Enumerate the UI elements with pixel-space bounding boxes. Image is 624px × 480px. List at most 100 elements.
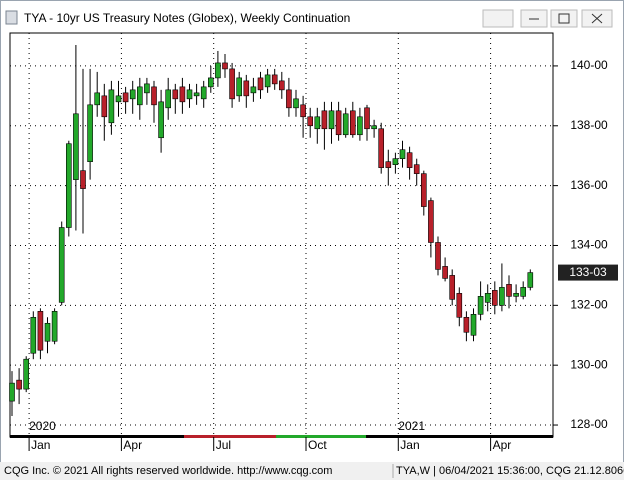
candle-body xyxy=(428,200,434,243)
maximize-button[interactable] xyxy=(550,9,578,28)
candle-body xyxy=(300,104,306,118)
candle-body xyxy=(193,92,200,97)
candle-body xyxy=(179,86,186,103)
candle-body xyxy=(307,116,314,127)
candle-body xyxy=(470,314,477,336)
plot-frame xyxy=(9,32,554,438)
candle-body xyxy=(250,86,257,94)
last-price-box xyxy=(558,264,618,281)
last-price-label: 133-03 xyxy=(569,265,607,279)
year-label: 2021 xyxy=(398,419,425,433)
candle-body xyxy=(30,316,37,354)
x-tick-label: Apr xyxy=(493,438,512,452)
candle-body xyxy=(165,89,171,109)
y-tick-label: 140-00 xyxy=(570,58,608,72)
y-tick-label: 128-00 xyxy=(570,417,608,431)
candle-body xyxy=(144,83,150,94)
time-strip-green xyxy=(276,435,366,438)
candle-body xyxy=(51,311,58,342)
candle-body xyxy=(342,113,349,136)
candle-body xyxy=(399,149,406,159)
candle-body xyxy=(129,89,136,100)
candle-body xyxy=(506,284,512,297)
year-label: 2020 xyxy=(29,419,56,433)
candle-body xyxy=(349,110,356,136)
candle-body xyxy=(9,382,15,402)
candle-body xyxy=(137,86,143,106)
candle-body xyxy=(435,242,441,270)
candle-body xyxy=(16,379,22,390)
link-button[interactable] xyxy=(482,9,514,28)
footer-right: TYA,W | 06/04/2021 15:36:00, CQG 21.12.8… xyxy=(396,465,624,477)
candle-body xyxy=(420,173,427,207)
candle-body xyxy=(484,293,491,303)
candle-body xyxy=(513,293,519,297)
x-tick-label: Oct xyxy=(308,438,327,452)
candle-body xyxy=(73,113,79,180)
candle-body xyxy=(293,98,299,109)
candle-body xyxy=(328,110,335,130)
x-tick-label: Apr xyxy=(123,438,142,452)
window-controls[interactable] xyxy=(482,9,613,28)
candle-body xyxy=(413,164,420,174)
candle-body xyxy=(215,62,221,79)
candle-body xyxy=(158,101,164,139)
candle-body xyxy=(271,74,278,85)
candle-body xyxy=(364,107,370,130)
candle-body xyxy=(243,80,250,97)
candle-body xyxy=(449,275,456,300)
candle-body xyxy=(208,77,214,88)
maximize-icon xyxy=(558,13,570,24)
candle-body xyxy=(37,311,44,351)
status-bar xyxy=(0,462,624,480)
footer-left: CQG Inc. © 2021 All rights reserved worl… xyxy=(4,465,332,477)
candle-body xyxy=(200,86,207,100)
candle-body xyxy=(371,125,377,130)
y-tick-label: 138-00 xyxy=(570,118,608,132)
candle-body xyxy=(23,358,30,390)
candle-body xyxy=(172,89,179,100)
candle-body xyxy=(286,89,292,109)
candle-body xyxy=(236,77,242,97)
candle-body xyxy=(58,227,65,303)
candle-body xyxy=(357,116,363,136)
candle-body xyxy=(406,152,413,168)
candle-body xyxy=(321,110,328,130)
candle-body xyxy=(392,158,399,165)
candle-body xyxy=(257,77,264,91)
candle-body xyxy=(44,322,51,342)
candle-body xyxy=(94,92,100,106)
x-tick-label: Jul xyxy=(216,438,231,452)
candle-body xyxy=(314,116,321,130)
candle-body xyxy=(463,316,470,333)
candle-body xyxy=(499,287,505,306)
candle-body xyxy=(477,296,484,315)
candle-body xyxy=(385,161,392,168)
candle-body xyxy=(335,110,342,136)
candle-body xyxy=(87,104,93,162)
close-icon xyxy=(591,13,603,24)
candle-body xyxy=(456,293,463,318)
candle-body xyxy=(264,74,271,88)
candle-body xyxy=(520,287,527,297)
window-icon xyxy=(5,10,18,25)
window-title: TYA - 10yr US Treasury Notes (Globex), W… xyxy=(24,11,350,25)
candle-body xyxy=(229,68,235,100)
candle-body xyxy=(186,89,193,100)
candle-body xyxy=(115,95,122,103)
x-tick-label: Jan xyxy=(400,438,419,452)
y-tick-label: 130-00 xyxy=(570,357,608,371)
candle-body xyxy=(491,290,498,306)
y-tick-label: 132-00 xyxy=(570,297,608,311)
candle-body xyxy=(108,89,115,124)
candle-body xyxy=(101,95,108,118)
candle-body xyxy=(278,80,285,91)
candle-body xyxy=(442,266,448,279)
time-strip-red xyxy=(184,435,276,438)
x-tick-label: Jan xyxy=(31,438,50,452)
y-tick-label: 136-00 xyxy=(570,178,608,192)
candle-body xyxy=(527,272,534,288)
candle-body xyxy=(66,143,72,228)
candle-body xyxy=(378,128,385,168)
